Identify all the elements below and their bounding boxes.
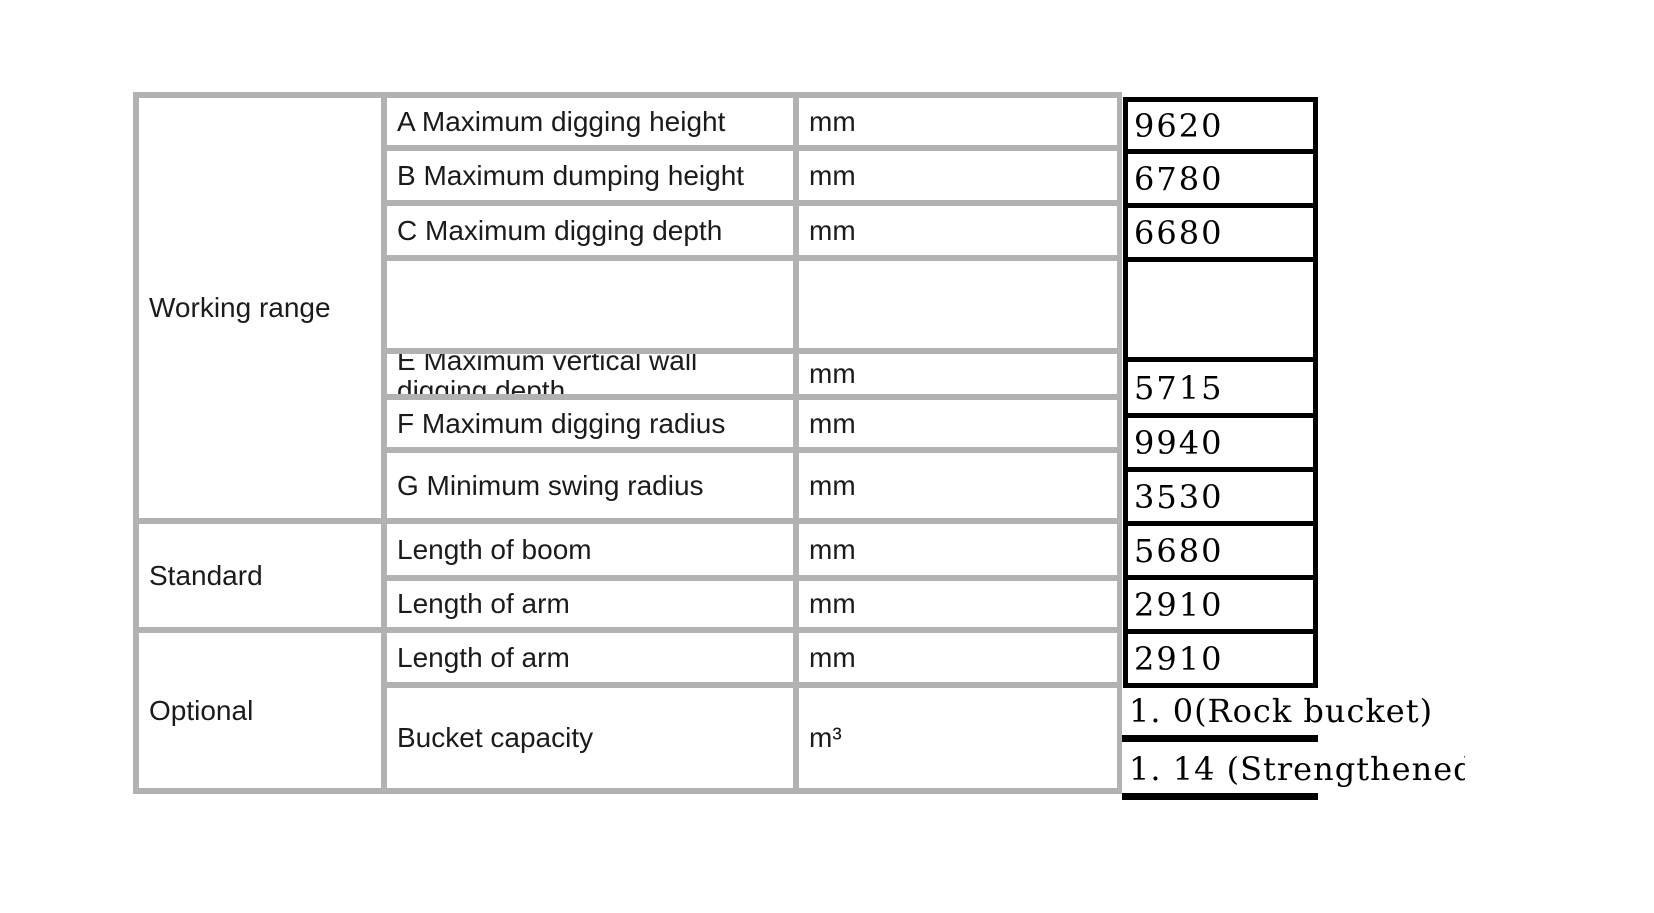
param-cell-clipped-text: E Maximum vertical wall digging depth	[397, 354, 698, 394]
bucket-capacity-value-1: 1. 0(Rock bucket)	[1129, 692, 1434, 730]
value-cell: 6680	[1128, 208, 1313, 257]
value-cell: 5680	[1128, 526, 1313, 575]
unit-cell: mm	[799, 151, 1117, 200]
param-cell: Bucket capacity	[387, 688, 793, 788]
param-cell-empty	[387, 261, 793, 348]
unit-cell: mm	[799, 453, 1117, 518]
value-cell: 2910	[1128, 580, 1313, 629]
unit-cell: m³	[799, 688, 1117, 788]
param-cell: F Maximum digging radius	[387, 400, 793, 447]
divider-rule	[1122, 793, 1318, 800]
unit-cell: mm	[799, 633, 1117, 682]
divider-rule	[1122, 735, 1318, 742]
param-cell: G Minimum swing radius	[387, 453, 793, 518]
param-cell: C Maximum digging depth	[387, 206, 793, 255]
unit-cell: mm	[799, 581, 1117, 627]
unit-cell: mm	[799, 206, 1117, 255]
values-overlay: 9620 6780 6680 5715 9940 3530 5680 2910 …	[1122, 92, 1484, 804]
param-cell: Length of arm	[387, 633, 793, 682]
category-cell-standard: Standard	[139, 524, 381, 627]
unit-cell: mm	[799, 354, 1117, 394]
value-cell: 5715	[1128, 362, 1313, 413]
value-cell: 9940	[1128, 418, 1313, 467]
param-cell: Length of arm	[387, 581, 793, 627]
param-cell: B Maximum dumping height	[387, 151, 793, 200]
unit-cell-empty	[799, 261, 1117, 348]
category-cell-optional: Optional	[139, 633, 381, 788]
bucket-capacity-value-2: 1. 14 (Strengthened buc	[1129, 750, 1465, 788]
value-cell-empty	[1128, 262, 1313, 357]
spec-table: Working range Standard Optional A Maximu…	[133, 92, 1250, 794]
value-cell: 6780	[1128, 154, 1313, 203]
unit-cell: mm	[799, 400, 1117, 447]
param-cell: A Maximum digging height	[387, 98, 793, 145]
param-cell-clipped: E Maximum vertical wall digging depth	[387, 354, 793, 394]
category-cell-working-range: Working range	[139, 98, 381, 518]
value-cell: 9620	[1128, 102, 1313, 149]
param-cell: Length of boom	[387, 524, 793, 575]
unit-cell: mm	[799, 98, 1117, 145]
value-cell: 3530	[1128, 472, 1313, 521]
values-table: 9620 6780 6680 5715 9940 3530 5680 2910 …	[1123, 97, 1318, 688]
unit-cell: mm	[799, 524, 1117, 575]
value-cell: 2910	[1128, 634, 1313, 683]
